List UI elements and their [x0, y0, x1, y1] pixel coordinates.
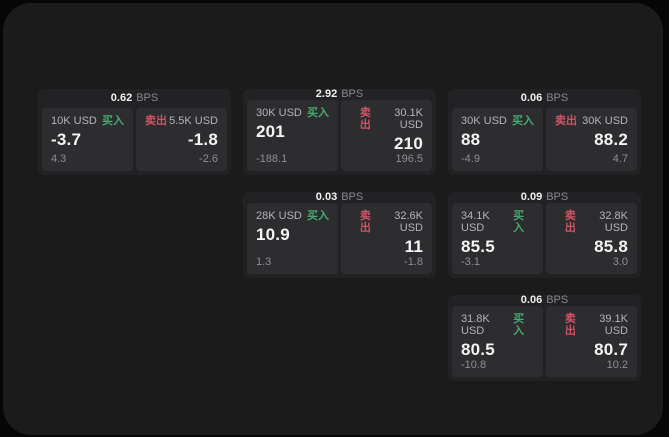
sell-panel[interactable]: 卖出 32.8K USD 85.8 3.0: [546, 203, 637, 274]
sell-button[interactable]: 卖出: [145, 115, 167, 127]
buy-panel[interactable]: 10K USD 买入 -3.7 4.3: [42, 108, 133, 171]
buy-delta: -188.1: [256, 153, 288, 165]
sell-button[interactable]: 卖出: [555, 115, 577, 127]
sell-delta: -2.6: [199, 153, 218, 165]
buy-size-label: 10K USD: [51, 115, 97, 127]
spread-header: 0.03 BPS: [247, 192, 432, 203]
buy-size-label: 28K USD: [256, 210, 302, 223]
sell-panel[interactable]: 卖出 30K USD 88.2 4.7: [546, 108, 637, 171]
bps-unit-label: BPS: [546, 294, 569, 307]
buy-panel[interactable]: 30K USD 买入 201 -188.1: [247, 100, 338, 171]
sell-price: 210: [394, 134, 423, 154]
bps-unit-label: BPS: [341, 191, 364, 204]
spread-value: 0.03: [315, 191, 338, 204]
spread-value: 0.62: [110, 92, 133, 104]
quote-panels: 30K USD 买入 201 -188.1 卖出 30.1K USD 210 1…: [247, 100, 432, 171]
buy-button[interactable]: 买入: [513, 210, 525, 235]
buy-delta: -10.8: [461, 359, 487, 371]
buy-panel[interactable]: 28K USD 买入 10.9 1.3: [247, 203, 338, 274]
buy-size-label: 34.1K USD: [461, 210, 490, 235]
sell-panel[interactable]: 卖出 32.6K USD 11 -1.8: [341, 203, 432, 274]
sell-panel[interactable]: 卖出 30.1K USD 210 196.5: [341, 100, 432, 171]
sell-delta: 196.5: [395, 153, 423, 165]
spread-value: 0.09: [520, 191, 543, 204]
sell-panel[interactable]: 卖出 5.5K USD -1.8 -2.6: [136, 108, 227, 171]
buy-button[interactable]: 买入: [512, 115, 534, 127]
buy-delta: 1.3: [256, 256, 272, 268]
buy-button[interactable]: 买入: [307, 210, 329, 223]
spread-value: 0.06: [520, 92, 543, 104]
quote-card: 0.06 BPS 31.8K USD 买入 80.5 -10.8 卖出 39.1…: [448, 295, 641, 381]
sell-panel[interactable]: 卖出 39.1K USD 80.7 10.2: [546, 306, 637, 377]
buy-price: 10.9: [256, 225, 290, 245]
buy-price: 80.5: [461, 340, 495, 360]
buy-price: -3.7: [51, 130, 82, 150]
buy-price: 88: [461, 130, 481, 150]
bps-unit-label: BPS: [546, 92, 569, 104]
sell-size-label: 5.5K USD: [169, 115, 218, 127]
buy-panel[interactable]: 31.8K USD 买入 80.5 -10.8: [452, 306, 543, 377]
buy-size-label: 30K USD: [461, 115, 507, 127]
sell-price: 88.2: [594, 130, 628, 150]
quote-panels: 10K USD 买入 -3.7 4.3 卖出 5.5K USD -1.8 -2.…: [42, 108, 227, 171]
sell-delta: 10.2: [606, 359, 628, 371]
sell-price: 85.8: [594, 237, 628, 257]
sell-size-label: 30K USD: [582, 115, 628, 127]
quote-card: 0.09 BPS 34.1K USD 买入 85.5 -3.1 卖出 32.8K…: [448, 192, 641, 278]
buy-delta: 4.3: [51, 153, 67, 165]
quote-panels: 28K USD 买入 10.9 1.3 卖出 32.6K USD 11 -1.8: [247, 203, 432, 274]
sell-price: 11: [404, 237, 423, 257]
spread-header: 2.92 BPS: [247, 89, 432, 100]
bps-unit-label: BPS: [341, 88, 364, 101]
sell-button[interactable]: 卖出: [564, 313, 576, 338]
buy-panel[interactable]: 30K USD 买入 88 -4.9: [452, 108, 543, 171]
quote-card: 2.92 BPS 30K USD 买入 201 -188.1 卖出 30.1K …: [243, 89, 436, 175]
spread-header: 0.06 BPS: [452, 295, 637, 306]
bps-unit-label: BPS: [136, 92, 159, 104]
sell-price: -1.8: [187, 130, 218, 150]
spread-header: 0.09 BPS: [452, 192, 637, 203]
buy-button[interactable]: 买入: [102, 115, 124, 127]
bps-unit-label: BPS: [546, 191, 569, 204]
sell-delta: 3.0: [612, 256, 628, 268]
buy-price: 201: [256, 122, 285, 142]
quote-panels: 34.1K USD 买入 85.5 -3.1 卖出 32.8K USD 85.8…: [452, 203, 637, 274]
sell-size-label: 39.1K USD: [599, 313, 628, 338]
sell-size-label: 30.1K USD: [394, 107, 423, 132]
buy-delta: -3.1: [461, 256, 480, 268]
buy-size-label: 30K USD: [256, 107, 302, 120]
buy-panel[interactable]: 34.1K USD 买入 85.5 -3.1: [452, 203, 543, 274]
sell-price: 80.7: [594, 340, 628, 360]
buy-size-label: 31.8K USD: [461, 313, 490, 338]
spread-value: 2.92: [315, 88, 338, 101]
buy-price: 85.5: [461, 237, 495, 257]
app-canvas: 0.62 BPS 10K USD 买入 -3.7 4.3 卖出 5.5K USD: [3, 3, 663, 435]
quote-card: 0.03 BPS 28K USD 买入 10.9 1.3 卖出 32.6K US…: [243, 192, 436, 278]
sell-size-label: 32.6K USD: [394, 210, 423, 235]
quote-card: 0.06 BPS 30K USD 买入 88 -4.9 卖出 30K USD: [448, 89, 641, 175]
buy-button[interactable]: 买入: [307, 107, 329, 120]
quote-grid: 0.62 BPS 10K USD 买入 -3.7 4.3 卖出 5.5K USD: [38, 89, 641, 381]
sell-size-label: 32.8K USD: [599, 210, 628, 235]
sell-delta: 4.7: [612, 153, 628, 165]
spread-header: 0.62 BPS: [42, 89, 227, 108]
quote-panels: 30K USD 买入 88 -4.9 卖出 30K USD 88.2 4.7: [452, 108, 637, 171]
spread-value: 0.06: [520, 294, 543, 307]
sell-delta: -1.8: [404, 256, 423, 268]
quote-card: 0.62 BPS 10K USD 买入 -3.7 4.3 卖出 5.5K USD: [38, 89, 231, 175]
sell-button[interactable]: 卖出: [564, 210, 576, 235]
buy-delta: -4.9: [461, 153, 480, 165]
sell-button[interactable]: 卖出: [359, 210, 371, 235]
spread-header: 0.06 BPS: [452, 89, 637, 108]
buy-button[interactable]: 买入: [513, 313, 525, 338]
sell-button[interactable]: 卖出: [359, 107, 371, 132]
quote-panels: 31.8K USD 买入 80.5 -10.8 卖出 39.1K USD 80.…: [452, 306, 637, 377]
